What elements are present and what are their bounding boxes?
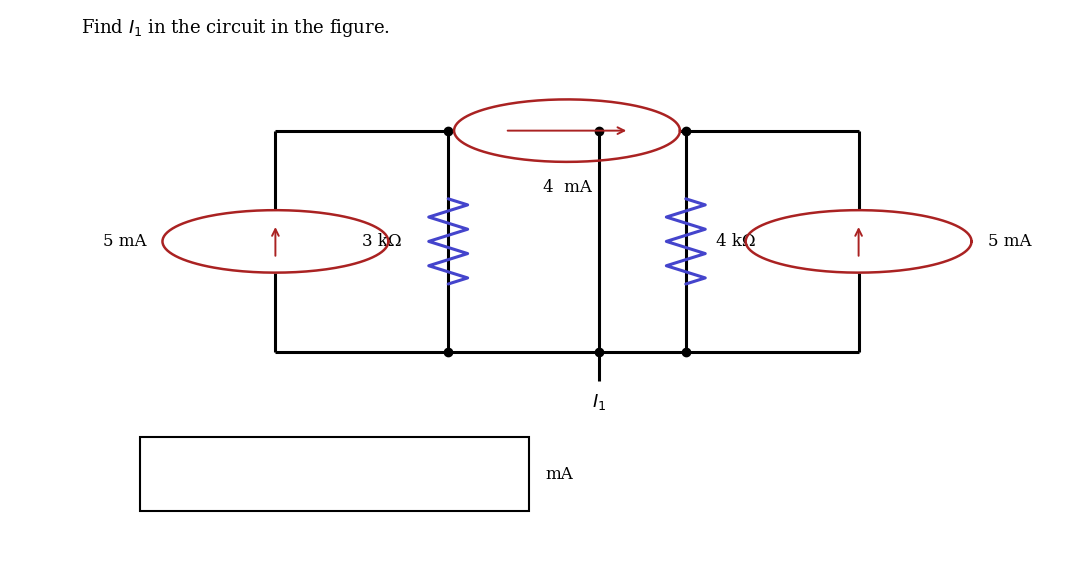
Text: 5 mA: 5 mA — [103, 233, 146, 250]
Text: 3 kΩ: 3 kΩ — [362, 233, 402, 250]
Text: $I_1$: $I_1$ — [592, 392, 607, 412]
Text: 4 kΩ: 4 kΩ — [716, 233, 756, 250]
Text: Find $I_1$ in the circuit in the figure.: Find $I_1$ in the circuit in the figure. — [81, 17, 390, 39]
FancyBboxPatch shape — [140, 437, 529, 511]
Text: 5 mA: 5 mA — [988, 233, 1031, 250]
Text: mA: mA — [545, 466, 573, 483]
Text: 4  mA: 4 mA — [542, 179, 592, 196]
